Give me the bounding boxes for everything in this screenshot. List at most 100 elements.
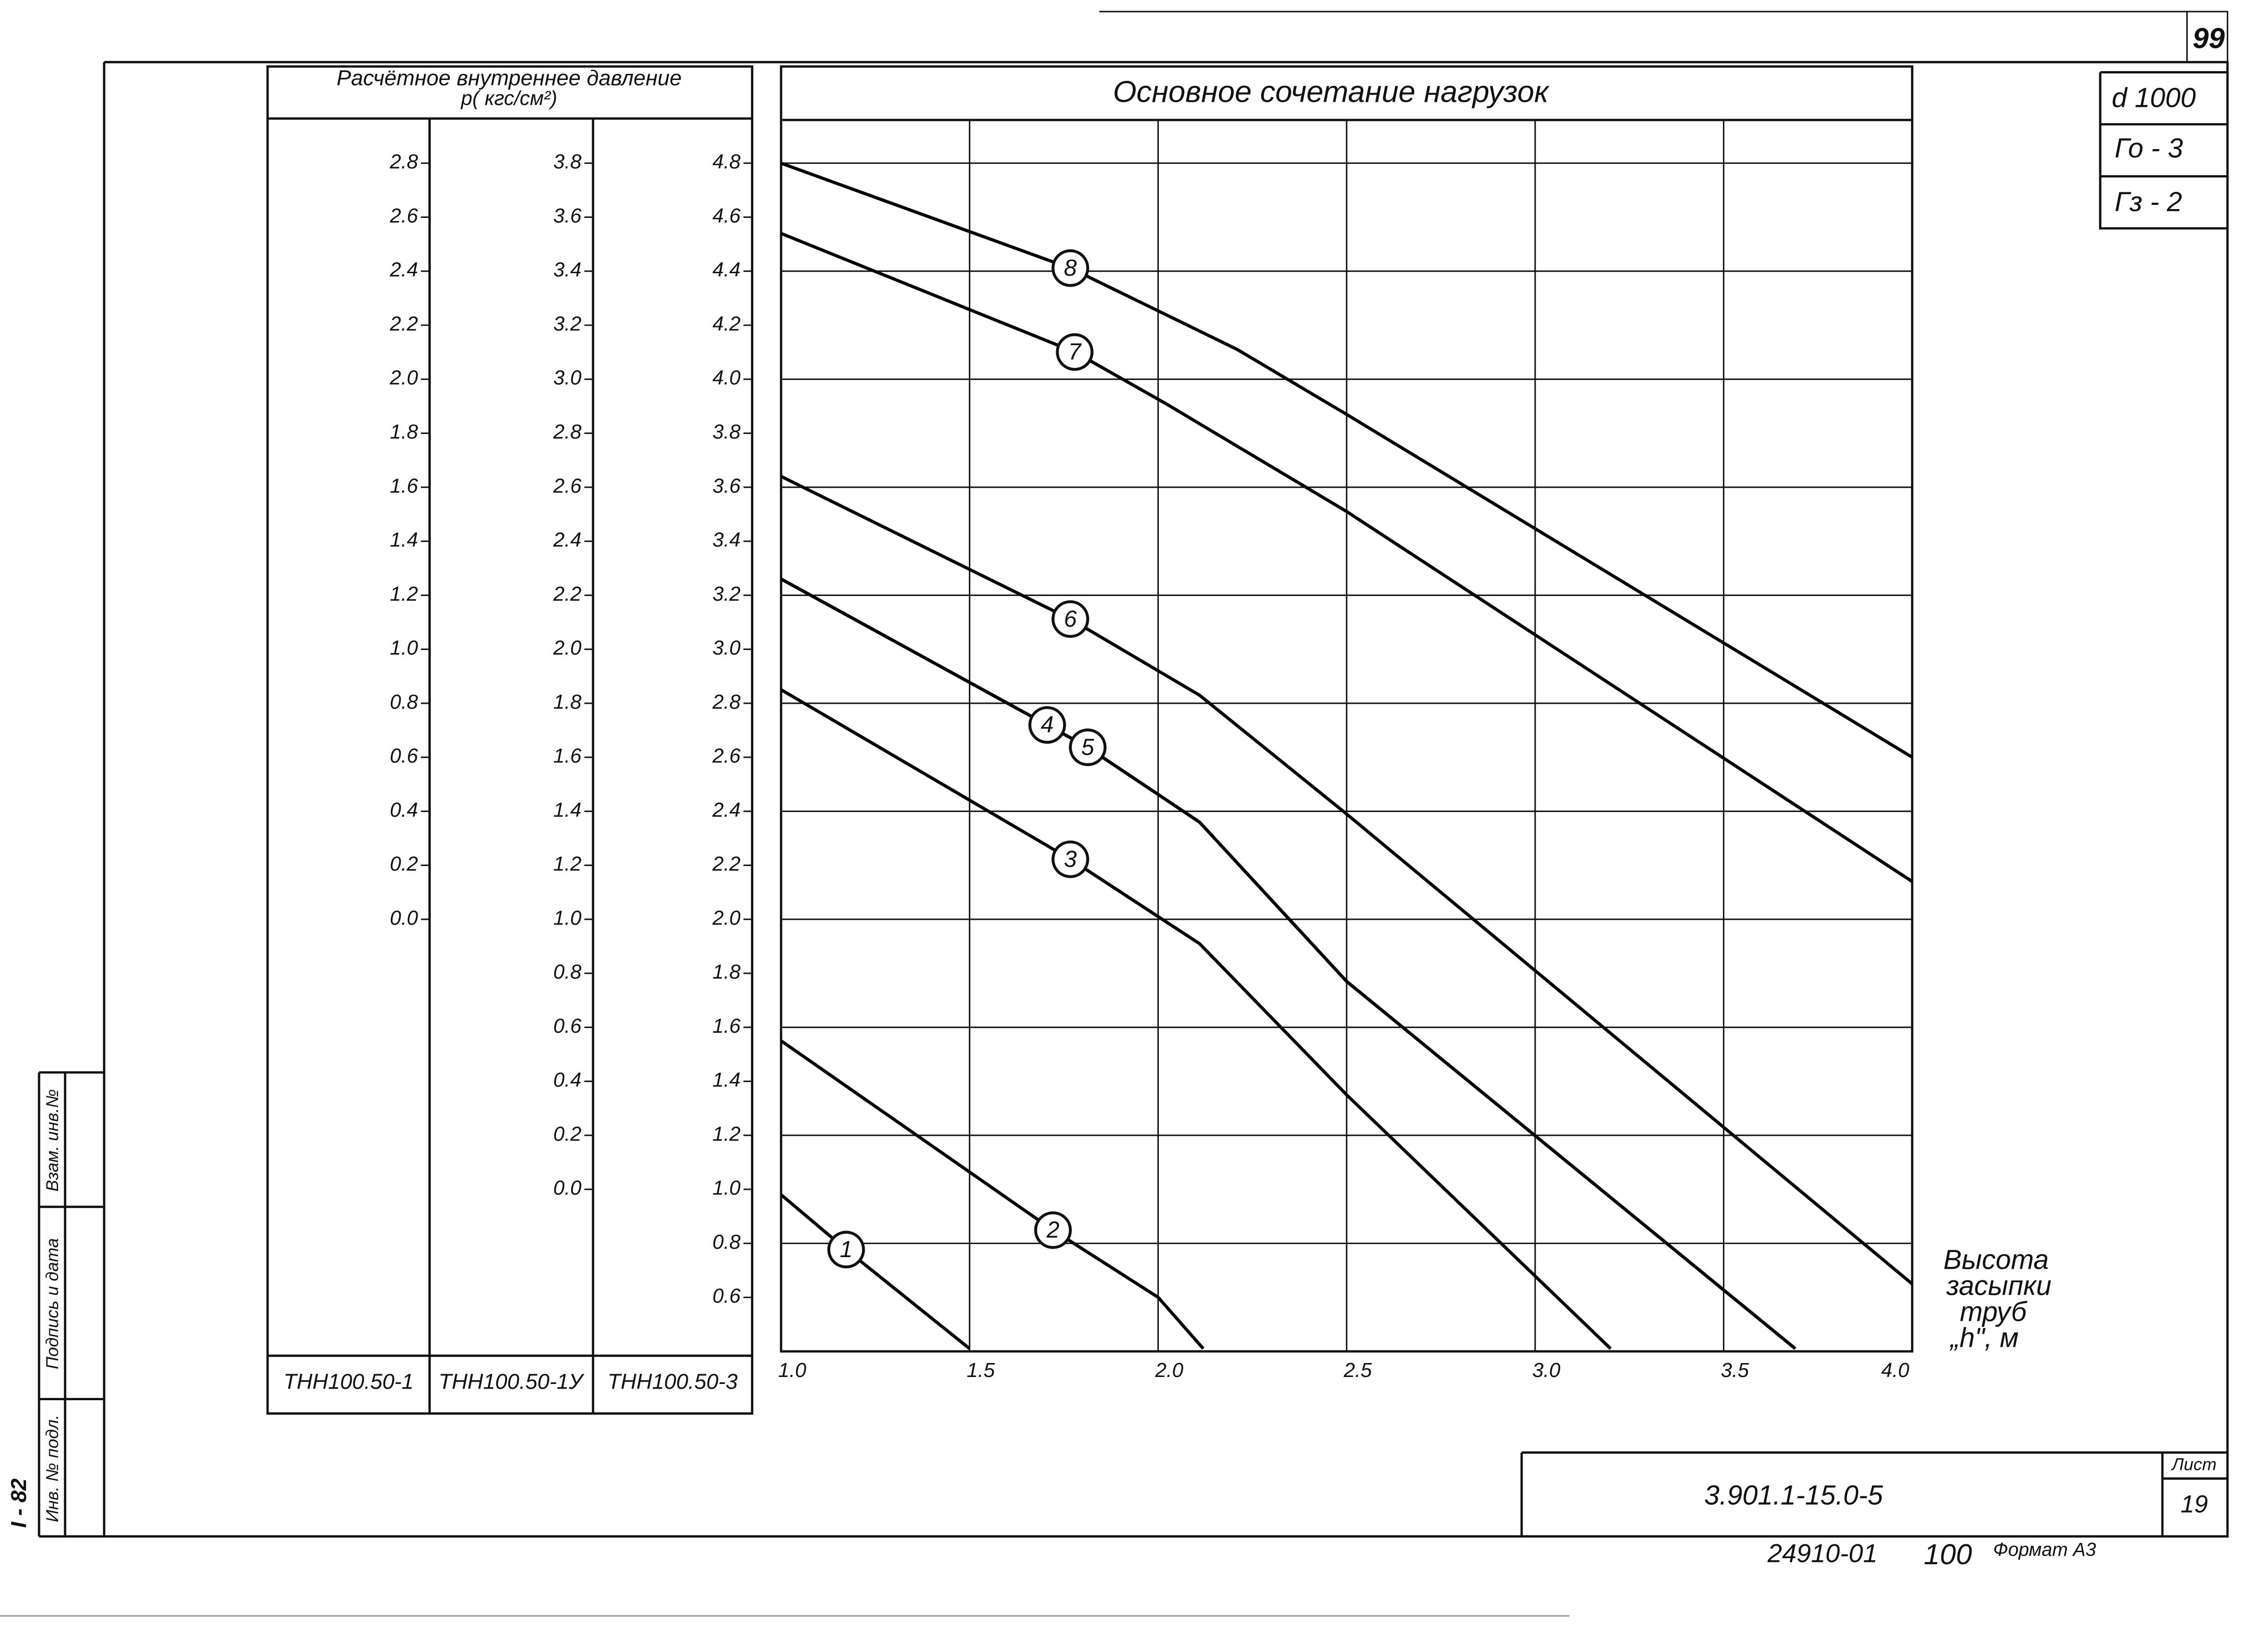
side-stamp <box>38 1071 105 1537</box>
y-tick-label: 2.6 <box>712 745 741 767</box>
y-tick-label: 1.4 <box>553 799 582 821</box>
inventory-number: 24910-01 <box>1767 1538 1878 1567</box>
curve-label: 5 <box>1081 734 1094 760</box>
y-tick-label: 0.4 <box>390 799 418 821</box>
y-tick-label: 3.8 <box>712 421 741 443</box>
curve-label-circle <box>1052 600 1090 638</box>
y-tick-label: 1.8 <box>712 961 741 983</box>
y-tick-label: 1.6 <box>712 1015 741 1037</box>
x-axis-label: Высота <box>1943 1244 2049 1275</box>
x-tick-label: 2.5 <box>1343 1359 1372 1382</box>
curve-label-circle <box>1052 840 1090 879</box>
curve <box>780 162 1913 759</box>
pressure-table <box>266 65 754 1415</box>
x-axis-label: засыпки <box>1946 1270 2051 1301</box>
y-tick-label: 3.2 <box>712 583 741 605</box>
y-tick-label: 1.8 <box>553 691 582 713</box>
y-tick-label: 3.4 <box>553 259 582 281</box>
y-tick-label: 0.6 <box>390 745 418 767</box>
y-tick-label: 2.4 <box>389 259 418 281</box>
y-tick-label: 1.8 <box>390 421 418 443</box>
y-tick-label: 0.6 <box>712 1285 741 1307</box>
y-tick-label: 0.8 <box>390 691 418 713</box>
column-label: ТНН100.50-3 <box>607 1370 737 1394</box>
y-axis-label: Расчётное внутреннее давление <box>336 66 682 90</box>
sheet-number: 19 <box>2181 1491 2208 1518</box>
y-tick-label: 2.6 <box>553 475 582 497</box>
y-tick-label: 4.0 <box>712 367 741 389</box>
y-tick-label: 4.4 <box>712 259 741 281</box>
y-tick-label: 1.2 <box>390 583 418 605</box>
curve <box>780 475 1913 1285</box>
y-axis-label: p( кгс/см²) <box>460 87 557 110</box>
stamp-label: Инв. № подл. <box>42 1415 62 1522</box>
chart: ТНН100.50-1 0.0 0.2 0.4 0.6 0.8 1.0 1.2 1.4 1.6 1.… <box>283 120 1913 1394</box>
y-tick-label: 2.6 <box>389 205 418 227</box>
y-tick-label: 1.4 <box>712 1069 741 1091</box>
y-tick-label: 1.6 <box>390 475 418 497</box>
title-block <box>1520 1451 2228 1537</box>
x-tick-label: 2.0 <box>1155 1359 1183 1382</box>
document-code: 3.901.1-15.0-5 <box>1704 1480 1884 1511</box>
chart-title: Основное сочетание нагрузок <box>1113 74 1550 108</box>
y-tick-label: 0.8 <box>712 1231 741 1253</box>
page-number: 99 <box>2193 23 2225 55</box>
param: Гз - 2 <box>2115 186 2182 217</box>
x-tick-label: 3.5 <box>1721 1359 1749 1382</box>
y-tick-label: 2.0 <box>389 367 418 389</box>
y-tick-label: 1.0 <box>553 907 582 929</box>
y-tick-label: 0.6 <box>553 1015 582 1037</box>
y-tick-label: 4.6 <box>712 205 741 227</box>
y-tick-label: 0.0 <box>390 907 418 929</box>
y-tick-label: 2.8 <box>712 691 741 713</box>
y-tick-label: 3.2 <box>553 313 582 335</box>
y-tick-label: 4.2 <box>712 313 741 335</box>
param: Го - 3 <box>2115 132 2183 164</box>
y-tick-label: 1.4 <box>390 529 418 551</box>
y-tick-label: 3.8 <box>553 151 582 173</box>
curve-label: 1 <box>840 1236 853 1262</box>
x-axis-label: труб <box>1960 1296 2027 1327</box>
y-tick-label: 3.0 <box>712 637 741 659</box>
y-tick-label: 2.2 <box>712 853 741 875</box>
curve-label: 6 <box>1064 606 1077 632</box>
stamp-label: Взам. инв.№ <box>42 1089 62 1191</box>
y-tick-label: 0.8 <box>553 961 582 983</box>
page-number-box <box>1099 11 2229 62</box>
stamp-label: Подпись и дата <box>42 1238 62 1369</box>
curve-label-circle <box>1056 333 1094 371</box>
column-label: ТНН100.50-1 <box>283 1370 414 1394</box>
y-tick-label: 1.2 <box>553 853 582 875</box>
sheet-frame <box>39 61 2229 1538</box>
x-tick-label: 4.0 <box>1881 1359 1909 1382</box>
curve-label-circle <box>1052 249 1090 287</box>
y-tick-label: 3.6 <box>712 475 741 497</box>
curve-label: 8 <box>1064 255 1077 281</box>
curve <box>780 1039 1205 1350</box>
curve-label-circle <box>1028 706 1066 744</box>
y-tick-label: 4.8 <box>712 151 741 173</box>
x-tick-label: 1.5 <box>966 1359 995 1382</box>
curve <box>780 232 1913 883</box>
x-axis-label: „h", м <box>1949 1322 2018 1353</box>
curve-label: 4 <box>1041 712 1054 738</box>
curve-label-circle <box>1069 728 1107 767</box>
curve-label-circle <box>827 1231 865 1269</box>
y-tick-label: 2.4 <box>553 529 582 551</box>
param: d 1000 <box>2112 82 2196 113</box>
x-tick-label: 1.0 <box>778 1359 807 1382</box>
curve <box>780 577 1796 1350</box>
column-label: ТНН100.50-1У <box>439 1370 585 1394</box>
curve-label: 3 <box>1064 846 1077 872</box>
curve-label: 2 <box>1046 1217 1059 1243</box>
y-tick-label: 0.0 <box>553 1177 582 1200</box>
copy-number: 100 <box>1924 1539 1972 1571</box>
y-tick-label: 1.6 <box>553 745 582 767</box>
curve-label: 7 <box>1068 339 1082 365</box>
y-tick-label: 3.4 <box>712 529 741 551</box>
y-tick-label: 2.2 <box>553 583 582 605</box>
y-tick-label: 1.0 <box>712 1177 741 1200</box>
format: Формат А3 <box>1993 1539 2097 1560</box>
y-tick-label: 0.2 <box>553 1123 582 1145</box>
y-tick-label: 2.8 <box>553 421 582 443</box>
